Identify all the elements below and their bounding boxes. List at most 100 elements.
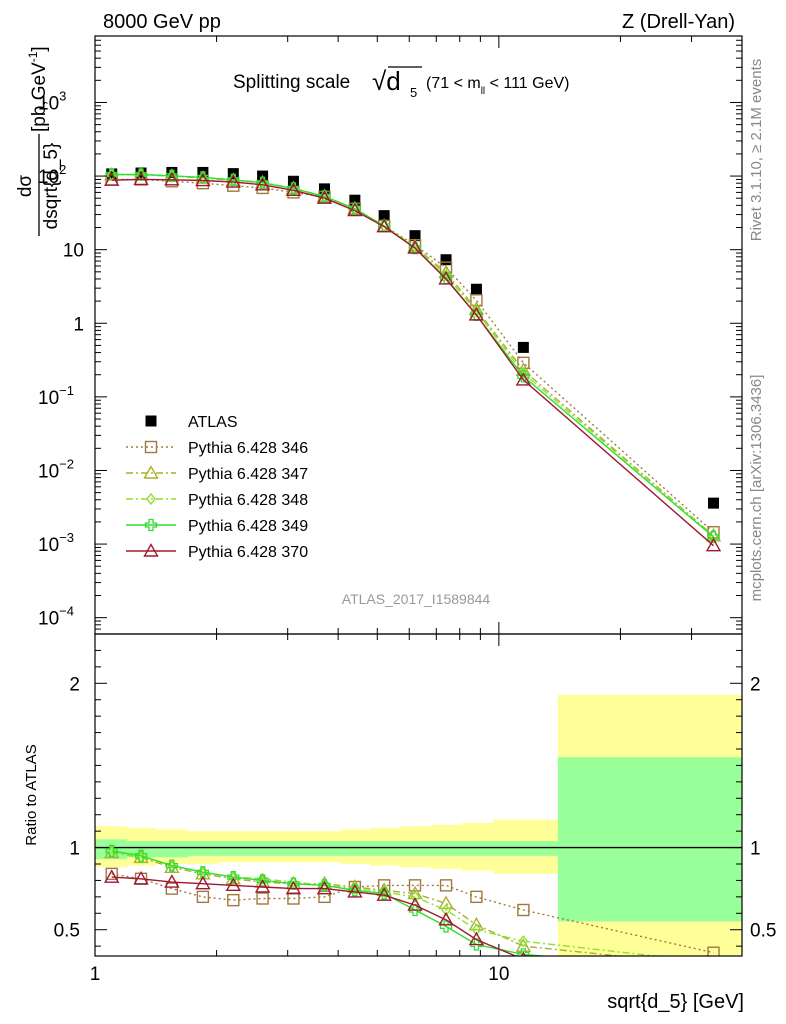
legend-marker-4 (144, 518, 158, 532)
main-point-0-11 (440, 254, 452, 266)
header-left: 8000 GeV pp (103, 11, 221, 33)
ratio-point-2-10 (410, 890, 420, 903)
ratio-point-0-2 (165, 882, 179, 895)
ratio-point-2-5 (257, 872, 268, 885)
ratio-band-stat (95, 757, 742, 922)
ratio-point-1-13 (515, 938, 532, 952)
main-point-0-12 (470, 283, 482, 295)
legend-item-2: Pythia 6.428 347 (126, 465, 308, 483)
ratio-point-4-0 (104, 869, 120, 883)
ratio-plot-marks (95, 694, 742, 976)
plot-title-sub: 5 (410, 85, 417, 100)
ratio-point-4-5 (254, 879, 271, 893)
main-point-5-10 (407, 240, 423, 254)
main-ytick-label-exp-0: 3 (59, 88, 66, 103)
ratio-ytick-label-2: 2 (69, 674, 80, 695)
ratio-series-line-0 (111, 873, 714, 954)
ratio-point-3-14 (708, 965, 719, 976)
ratio-point-0-5 (256, 892, 269, 905)
main-plot-marks (104, 166, 722, 552)
mcplots-label: mcplots.cern.ch [arXiv:1306.3436] (748, 375, 765, 602)
main-series-3 (106, 168, 719, 542)
legend-marker-0 (145, 415, 157, 427)
main-point-4-3 (196, 171, 210, 184)
plot-title-range: (71 < mll < 111 GeV) (426, 75, 569, 97)
main-point-5-5 (254, 176, 271, 191)
main-point-5-1 (133, 171, 149, 186)
main-point-5-12 (468, 306, 485, 321)
main-point-3-11 (441, 269, 451, 282)
ratio-point-0-4 (227, 893, 240, 907)
ratio-series-line-3 (111, 850, 551, 956)
main-point-5-6 (285, 182, 302, 197)
ratio-point-2-8 (349, 882, 360, 895)
main-ytick-label-6: 10−3 (38, 530, 74, 556)
ratio-point-4-10 (407, 897, 423, 911)
ratio-point-2-6 (288, 875, 299, 889)
legend-marker-5 (143, 543, 159, 557)
main-point-5-2 (164, 171, 180, 186)
ratio-point-1-14 (707, 959, 720, 971)
main-plot-ticks (94, 35, 743, 956)
ratio-point-4-4 (225, 877, 241, 892)
ratio-point-4-12 (468, 931, 485, 946)
ylabel-unit-sup: -1 (26, 51, 40, 62)
main-ytick-label-7: 10−4 (38, 604, 74, 630)
plot-title-range-start: (71 < m (426, 75, 481, 92)
ratio-series-line-4 (111, 876, 518, 956)
ratio-point-4-3 (195, 875, 211, 890)
ratio-ytick-label-right-0: 0.5 (750, 921, 776, 942)
legend-item-3: Pythia 6.428 348 (126, 492, 308, 509)
main-point-5-7 (316, 190, 333, 204)
main-series-line-1 (111, 178, 714, 533)
ratio-plot-frame (94, 633, 743, 957)
ratio-point-2-13 (518, 935, 529, 948)
ratio-ytick-label-1: 1 (69, 839, 80, 860)
ratio-point-0-12 (470, 890, 483, 904)
main-ytick-label-5: 10−2 (38, 456, 74, 482)
legend-item-4: Pythia 6.428 349 (126, 518, 308, 535)
ratio-point-2-14 (709, 958, 717, 968)
main-ytick-label-exp-5: −2 (59, 456, 74, 471)
legend-label-2: Pythia 6.428 347 (188, 466, 308, 483)
ratio-point-0-13 (517, 903, 530, 917)
legend: ATLAS Pythia 6.428 346 Pythia 6.428 347 Pyt… (126, 414, 308, 561)
main-point-5-0 (104, 172, 120, 186)
ratio-point-4-1 (133, 870, 149, 885)
main-point-5-8 (347, 202, 363, 217)
main-point-4-2 (165, 169, 179, 182)
legend-item-5: Pythia 6.428 370 (126, 543, 308, 561)
legend-marker-3 (146, 492, 156, 506)
legend-marker-2 (143, 465, 159, 479)
main-ytick-label-exp-6: −3 (59, 530, 74, 545)
ylabel-unit-text: [pb,GeV (29, 62, 50, 132)
ratio-point-2-11 (441, 903, 451, 917)
ratio-point-3-7 (318, 879, 331, 892)
legend-label-5: Pythia 6.428 370 (188, 544, 308, 561)
ratio-uncertainty-bands (95, 694, 742, 956)
ylabel-denominator: dsqrt{d_5} (41, 143, 62, 230)
main-ytick-label-exp-1: 2 (59, 162, 66, 177)
legend-label-4: Pythia 6.428 349 (188, 518, 308, 535)
ylabel-unit: [pb,GeV-1] (26, 46, 50, 132)
ratio-xtick-label-1: 10 (488, 964, 509, 985)
ratio-point-2-9 (379, 885, 390, 899)
legend-label-3: Pythia 6.428 348 (188, 492, 308, 509)
ratio-xlabel: sqrt{d_5} [GeV] (607, 991, 744, 1013)
legend-label-1: Pythia 6.428 346 (188, 440, 308, 457)
ratio-point-1-11 (438, 895, 454, 910)
main-point-3-13 (518, 367, 529, 380)
ratio-plot-xtick-labels: 1 10 (90, 964, 510, 985)
main-point-0-13 (517, 341, 529, 353)
ratio-series-line-1 (111, 851, 626, 956)
ylabel-numerator: dσ (15, 175, 36, 198)
main-point-5-3 (195, 172, 211, 187)
main-point-0-8 (349, 194, 361, 206)
ratio-point-0-0 (105, 867, 118, 881)
analysis-watermark: ATLAS_2017_I1589844 (342, 591, 491, 607)
main-ytick-label-4: 10−1 (38, 383, 74, 409)
legend-marker-1 (144, 440, 158, 454)
main-series-2 (104, 166, 722, 542)
ratio-point-4-7 (316, 880, 333, 895)
main-ytick-label-exp-7: −4 (59, 604, 74, 619)
